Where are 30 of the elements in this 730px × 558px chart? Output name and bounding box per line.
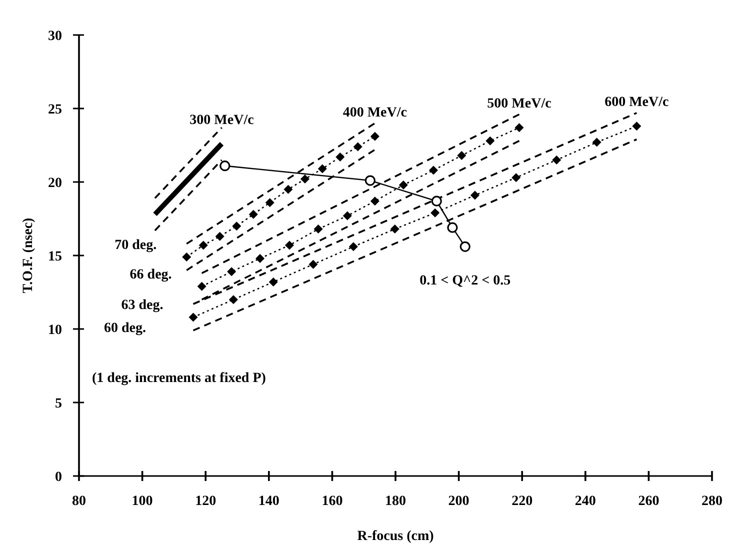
x-tick-label: 120 xyxy=(195,494,216,509)
annotation: (1 deg. increments at fixed P) xyxy=(92,371,266,386)
x-axis-title: R-focus (cm) xyxy=(357,529,434,544)
y-axis-title: T.O.F. (nsec) xyxy=(21,217,36,294)
x-tick-label: 160 xyxy=(322,494,343,509)
series-label: 400 MeV/c xyxy=(342,105,408,120)
y-tick-label: 30 xyxy=(48,29,62,44)
y-tick-label: 25 xyxy=(48,102,62,118)
x-tick-label: 100 xyxy=(132,494,153,509)
x-tick-label: 240 xyxy=(574,494,596,509)
y-tick-label: 15 xyxy=(48,250,62,264)
annotation: 60 deg. xyxy=(104,321,146,336)
x-tick-label: 280 xyxy=(702,494,722,509)
x-tick-label: 80 xyxy=(72,494,86,509)
series-label: 500 MeV/c xyxy=(487,96,552,112)
text: 0.1 < Q^2 < 0.5 xyxy=(420,274,511,289)
y-tick-label: 0 xyxy=(55,470,62,485)
y-tick-label: 10 xyxy=(48,323,62,338)
x-tick-label: 260 xyxy=(638,494,660,509)
y-tick-label: 5 xyxy=(55,396,62,412)
y-tick-label: 20 xyxy=(48,176,62,191)
series-label: 600 MeV/c xyxy=(604,95,669,110)
x-tick-label: 180 xyxy=(385,494,406,509)
annotation: 66 deg. xyxy=(130,267,172,282)
annotation: 63 deg. xyxy=(121,298,164,314)
annotation: 70 deg. xyxy=(114,238,157,253)
x-tick-label: 200 xyxy=(448,494,470,509)
series-label: 300 MeV/c xyxy=(190,112,254,128)
x-tick-label: 220 xyxy=(512,494,533,509)
x-tick-label: 140 xyxy=(258,494,280,509)
